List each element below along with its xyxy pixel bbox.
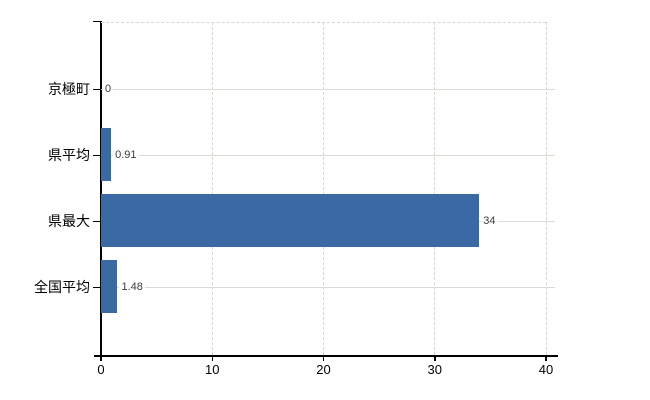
bar — [101, 194, 480, 247]
category-label: 京極町 — [48, 81, 90, 97]
x-gridline — [211, 22, 213, 355]
category-leader-line — [101, 286, 555, 288]
y-axis-line — [100, 21, 102, 356]
x-tick-label: 40 — [538, 362, 554, 377]
x-axis-tick — [545, 355, 547, 361]
category-label: 県平均 — [48, 147, 90, 163]
y-axis-tick — [93, 220, 100, 222]
y-axis-tick — [93, 286, 100, 288]
bar-value-label: 0.91 — [113, 148, 139, 162]
x-gridline — [323, 22, 324, 355]
bar-value-label: 1.48 — [119, 280, 145, 294]
x-axis-line — [94, 355, 558, 357]
x-axis-tick — [322, 355, 325, 361]
x-axis-tick — [434, 355, 436, 361]
x-tick-label: 10 — [205, 362, 220, 377]
bar — [101, 128, 112, 181]
category-leader-line — [101, 88, 555, 90]
x-axis-tick — [100, 355, 102, 361]
category-leader-line — [101, 154, 555, 156]
x-gridline — [434, 22, 436, 355]
x-tick-label: 20 — [316, 362, 331, 377]
bar — [101, 260, 118, 313]
category-label: 県最大 — [48, 213, 90, 229]
bar-value-label: 0 — [103, 82, 114, 96]
y-axis-tick — [93, 88, 100, 90]
x-axis-tick — [211, 355, 213, 361]
bar-value-label: 34 — [481, 214, 498, 228]
x-tick-label: 0 — [97, 362, 105, 377]
x-tick-label: 30 — [427, 362, 442, 377]
x-gridline — [545, 22, 547, 355]
y-axis-top-tick — [93, 21, 100, 22]
category-label: 全国平均 — [34, 279, 90, 295]
y-axis-tick — [93, 154, 100, 156]
